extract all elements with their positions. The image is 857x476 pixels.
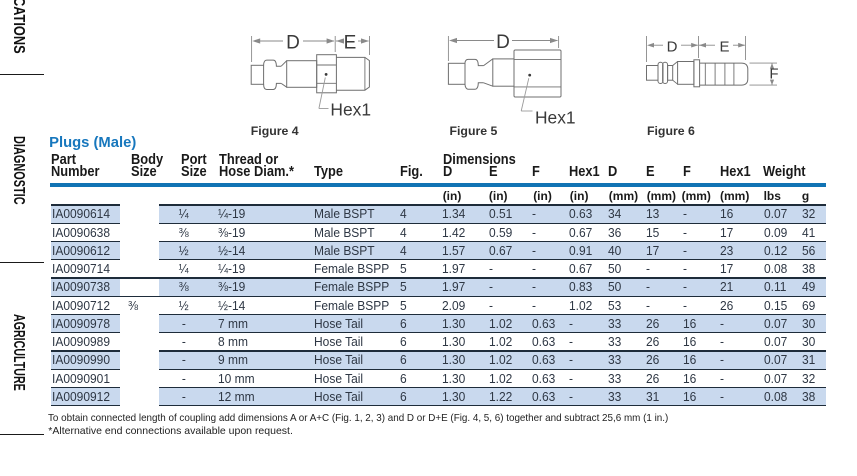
svg-text:E: E [719,39,729,56]
svg-text:D: D [667,39,678,56]
svg-text:F: F [769,66,778,83]
svg-text:Figure 4: Figure 4 [251,124,299,138]
svg-text:D: D [496,32,510,53]
svg-text:Hex1: Hex1 [330,100,371,120]
svg-text:Figure 6: Figure 6 [647,124,695,138]
svg-text:D: D [286,33,300,54]
svg-text:Figure 5: Figure 5 [450,124,498,138]
svg-text:Hex1: Hex1 [535,107,576,127]
svg-text:E: E [344,33,357,54]
